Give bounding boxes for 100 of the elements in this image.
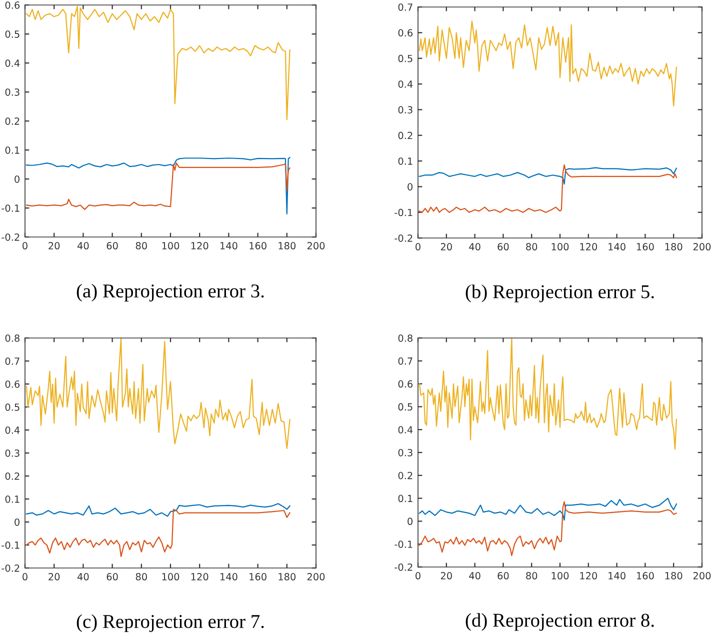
y-tick-label: 0.1 <box>398 157 412 165</box>
line-series <box>26 6 290 120</box>
y-tick-label: 0.1 <box>5 146 20 154</box>
x-tick-label: 20 <box>440 243 452 250</box>
text: (b) Reprojection error 5. <box>466 284 654 302</box>
y-tick-label: 0.8 <box>5 334 20 342</box>
y-tick-label: 0.8 <box>398 334 412 342</box>
x-tick-label: 80 <box>136 573 147 580</box>
y-tick-label: 0.4 <box>5 59 20 67</box>
x-tick-label: 120 <box>191 573 208 580</box>
y-tick-label: 0.6 <box>5 380 20 388</box>
line-series <box>418 167 677 185</box>
y-tick-label: 0.2 <box>5 472 20 480</box>
y-tick-label: 0.1 <box>5 495 20 503</box>
x-tick-label: 120 <box>580 572 598 580</box>
x-tick-label: 180 <box>278 242 296 250</box>
x-tick-label: 160 <box>250 573 266 580</box>
x-tick-label: 0 <box>22 573 28 580</box>
y-tick-label: 0.3 <box>5 88 20 96</box>
y-tick-label: 0.3 <box>398 448 412 456</box>
x-tick-label: 80 <box>526 572 538 580</box>
x-tick-label: 180 <box>278 573 296 580</box>
line-series <box>418 164 677 213</box>
y-tick-label: 0 <box>14 175 20 183</box>
y-tick-label: 0.6 <box>5 1 20 9</box>
y-tick-label: 0.5 <box>398 54 412 62</box>
line-series <box>26 156 290 214</box>
y-tick-label: -0.2 <box>2 564 20 572</box>
x-tick-label: 180 <box>665 572 682 580</box>
y-tick-label: -0.2 <box>394 234 412 242</box>
x-tick-label: 40 <box>469 243 480 250</box>
line-series <box>26 503 290 517</box>
line-series <box>418 501 677 556</box>
line-series <box>418 338 677 450</box>
x-tick-label: 140 <box>608 243 626 250</box>
y-tick-label: -0.1 <box>394 540 412 548</box>
y-tick-label: 0.4 <box>5 426 20 434</box>
y-tick-label: 0.2 <box>398 472 412 480</box>
x-tick-label: 40 <box>77 242 89 250</box>
x-tick-label: 160 <box>250 242 266 250</box>
y-tick-label: -0.1 <box>2 204 20 212</box>
y-tick-label: 0 <box>408 518 412 526</box>
x-tick-label: 60 <box>498 572 509 580</box>
x-tick-label: 0 <box>416 243 420 250</box>
y-tick-label: -0.1 <box>2 541 20 549</box>
y-tick-label: -0.1 <box>394 208 412 216</box>
x-tick-label: 160 <box>636 243 654 250</box>
x-tick-label: 200 <box>693 243 711 250</box>
x-tick-label: 20 <box>440 572 452 580</box>
x-tick-label: 0 <box>416 572 420 580</box>
y-tick-label: 0.5 <box>5 403 20 411</box>
y-tick-label: 0.3 <box>5 449 20 457</box>
y-tick-label: 0.5 <box>5 30 20 38</box>
x-tick-label: 200 <box>307 573 325 580</box>
x-tick-label: 60 <box>498 243 509 250</box>
x-tick-label: 200 <box>693 572 711 580</box>
text: (c) Reprojection error 7. <box>76 614 264 632</box>
x-tick-label: 140 <box>220 573 238 580</box>
y-tick-label: 0.1 <box>398 494 412 502</box>
x-tick-label: 100 <box>552 243 569 250</box>
x-tick-label: 20 <box>48 242 60 250</box>
y-tick-label: 0.7 <box>398 3 412 11</box>
x-tick-label: 140 <box>220 242 238 250</box>
y-tick-label: 0 <box>408 183 412 190</box>
y-tick-label: 0.7 <box>5 357 20 365</box>
x-tick-label: 200 <box>307 242 325 250</box>
y-tick-label: 0.2 <box>398 132 412 140</box>
line-series <box>418 498 677 521</box>
line-series <box>26 508 290 558</box>
x-tick-label: 180 <box>665 243 682 250</box>
y-tick-label: -0.2 <box>394 563 412 571</box>
line-series <box>418 20 677 106</box>
text: (a) Reprojection error 3. <box>76 284 264 302</box>
x-tick-label: 100 <box>552 572 569 580</box>
x-tick-label: 40 <box>469 572 480 580</box>
y-tick-label: 0.5 <box>398 403 412 411</box>
y-tick-label: 0.6 <box>398 29 413 36</box>
x-tick-label: 20 <box>48 573 60 580</box>
x-tick-label: 60 <box>106 573 118 580</box>
x-tick-label: 80 <box>526 243 538 250</box>
x-tick-label: 40 <box>77 573 89 580</box>
x-tick-label: 120 <box>191 242 208 250</box>
y-tick-label: 0.7 <box>398 357 412 365</box>
x-tick-label: 100 <box>162 573 180 580</box>
x-tick-label: 120 <box>580 243 598 250</box>
text: (d) Reprojection error 8. <box>466 613 654 631</box>
y-tick-label: 0 <box>14 518 20 526</box>
y-tick-label: 0.6 <box>398 380 413 388</box>
y-tick-label: -0.2 <box>2 233 20 241</box>
line-series <box>26 338 290 449</box>
x-tick-label: 60 <box>106 242 118 250</box>
y-tick-label: 0.3 <box>398 106 412 114</box>
y-tick-label: 0.4 <box>398 80 413 88</box>
x-tick-label: 140 <box>608 572 626 580</box>
line-series <box>26 162 290 210</box>
x-tick-label: 0 <box>22 242 28 250</box>
y-tick-label: 0.2 <box>5 117 20 125</box>
x-tick-label: 160 <box>636 572 654 580</box>
x-tick-label: 100 <box>162 242 180 250</box>
x-tick-label: 80 <box>136 242 147 250</box>
